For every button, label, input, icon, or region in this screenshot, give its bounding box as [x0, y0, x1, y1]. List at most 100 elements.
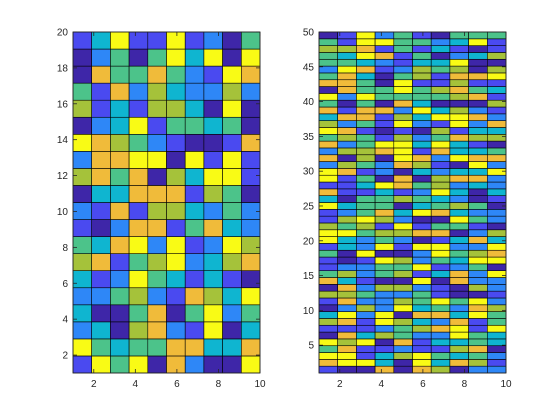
heatmap-cell	[393, 243, 413, 251]
heatmap-cell	[337, 147, 357, 156]
heatmap-cell	[374, 338, 395, 347]
heatmap-cell	[412, 236, 432, 244]
heatmap-cell	[486, 113, 507, 121]
heatmap-cell	[430, 338, 451, 347]
heatmap-cell	[449, 331, 469, 340]
heatmap-cell	[110, 151, 130, 169]
heatmap-cell	[393, 318, 413, 326]
heatmap-cell	[412, 181, 432, 190]
heatmap-cell	[356, 263, 376, 272]
heatmap-cell	[166, 151, 186, 169]
heatmap-cell	[430, 168, 451, 176]
heatmap-cell	[468, 31, 488, 40]
heatmap-cell	[468, 38, 488, 46]
heatmap-cell	[412, 277, 432, 285]
heatmap-cell	[110, 31, 130, 50]
heatmap-cell	[110, 99, 130, 118]
heatmap-cell	[374, 345, 395, 353]
heatmap-cell	[412, 38, 432, 46]
heatmap-cell	[356, 345, 376, 353]
heatmap-cell	[318, 45, 339, 53]
heatmap-cell	[449, 284, 469, 292]
heatmap-cell	[203, 48, 223, 67]
heatmap-cell	[374, 65, 395, 74]
heatmap-cell	[318, 79, 339, 87]
heatmap-cell	[184, 355, 205, 374]
heatmap-cell	[91, 219, 111, 237]
heatmap-cell	[166, 304, 186, 323]
heatmap-cell	[184, 202, 205, 220]
heatmap-cell	[430, 93, 451, 101]
heatmap-cell	[337, 222, 357, 231]
heatmap-cell	[91, 134, 111, 152]
heatmap-cell	[147, 270, 167, 289]
heatmap-cell	[486, 134, 507, 142]
heatmap-cell	[241, 99, 261, 118]
heatmap-cell	[449, 256, 469, 265]
heatmap-cell	[393, 209, 413, 217]
heatmap-cell	[222, 48, 242, 67]
heatmap-cell	[337, 324, 357, 333]
heatmap-cell	[412, 202, 432, 210]
heatmap-cell	[91, 304, 111, 323]
heatmap-cell	[393, 365, 413, 374]
x-tick-label: 6	[174, 379, 180, 390]
heatmap-cell	[203, 82, 223, 101]
y-tick-label: 20	[57, 28, 69, 39]
heatmap-cell	[110, 338, 130, 357]
heatmap-cell	[318, 209, 339, 217]
heatmap-cell	[91, 338, 111, 357]
y-tick-label: 10	[57, 207, 69, 218]
heatmap-cell	[412, 99, 432, 108]
heatmap-cell	[337, 249, 357, 258]
heatmap-cell	[393, 352, 413, 360]
heatmap-cell	[147, 185, 167, 203]
heatmap-cell	[374, 72, 395, 81]
heatmap-cell	[128, 270, 149, 289]
heatmap-cell	[412, 45, 432, 53]
heatmap-cell	[430, 79, 451, 87]
heatmap-cell	[486, 324, 507, 333]
heatmap-cell	[147, 82, 167, 101]
heatmap-cell	[241, 134, 261, 152]
heatmap-cell	[412, 311, 432, 319]
heatmap-cell	[412, 290, 432, 299]
heatmap-cell	[430, 236, 451, 244]
heatmap-cell	[468, 106, 488, 115]
heatmap-cell	[374, 284, 395, 292]
heatmap-cell	[449, 222, 469, 231]
heatmap-cell	[318, 311, 339, 319]
heatmap-cell	[393, 161, 413, 169]
heatmap-cell	[393, 79, 413, 87]
y-tick-label: 15	[303, 271, 315, 282]
heatmap-cell	[449, 113, 469, 121]
heatmap-cell	[393, 72, 413, 81]
heatmap-cell	[486, 352, 507, 360]
heatmap-cell	[430, 38, 451, 46]
y-tick-label: 20	[303, 236, 315, 247]
heatmap-cell	[374, 365, 395, 374]
heatmap-cell	[110, 236, 130, 254]
heatmap-cell	[337, 31, 357, 40]
heatmap-cell	[91, 321, 111, 340]
heatmap-cell	[468, 236, 488, 244]
heatmap-cell	[72, 31, 93, 50]
heatmap-cell	[468, 345, 488, 353]
heatmap-cell	[412, 188, 432, 196]
heatmap-cell	[337, 72, 357, 81]
heatmap-cell	[356, 134, 376, 142]
heatmap-cell	[337, 127, 357, 135]
heatmap-cell	[449, 127, 469, 135]
heatmap-cell	[337, 352, 357, 360]
heatmap-cell	[449, 31, 469, 40]
heatmap-cell	[430, 222, 451, 231]
heatmap-cell	[486, 365, 507, 374]
heatmap-cell	[412, 304, 432, 312]
heatmap-cell	[430, 215, 451, 224]
heatmap-cell	[318, 154, 339, 162]
heatmap-cell	[184, 31, 205, 50]
heatmap-cell	[203, 116, 223, 135]
heatmap-cell	[166, 134, 186, 152]
heatmap-cell	[393, 284, 413, 292]
heatmap-cell	[486, 161, 507, 169]
